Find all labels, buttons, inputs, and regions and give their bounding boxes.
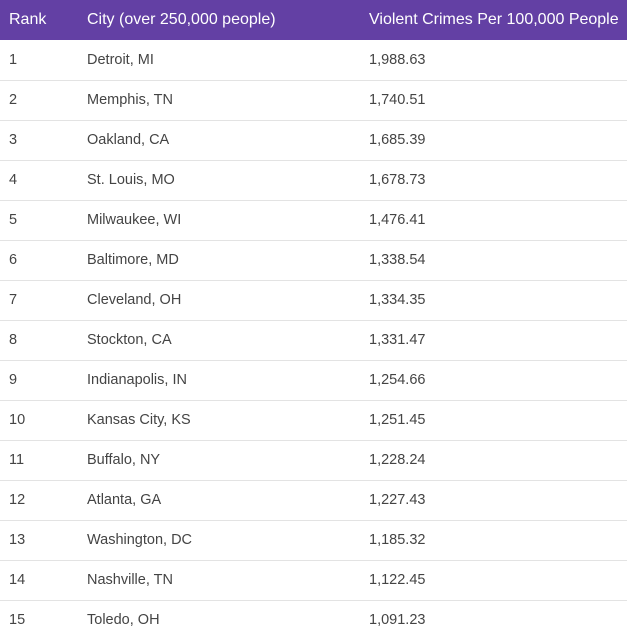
city-cell: Nashville, TN bbox=[87, 572, 173, 588]
city-cell: Cleveland, OH bbox=[87, 292, 182, 308]
table-row: 12 Atlanta, GA 1,227.43 bbox=[0, 480, 627, 520]
city-cell: Atlanta, GA bbox=[87, 492, 162, 508]
rank-cell: 15 bbox=[9, 612, 26, 629]
city-cell: Stockton, CA bbox=[87, 332, 172, 348]
rank-cell: 14 bbox=[9, 572, 26, 588]
city-cell: Milwaukee, WI bbox=[87, 212, 182, 228]
city-cell: St. Louis, MO bbox=[87, 172, 175, 188]
crime-rate-cell: 1,091.23 bbox=[369, 612, 426, 629]
table-row: 14 Nashville, TN 1,122.45 bbox=[0, 560, 627, 600]
table-row: 3 Oakland, CA 1,685.39 bbox=[0, 120, 627, 160]
rank-cell: 10 bbox=[9, 412, 26, 428]
city-cell: Washington, DC bbox=[87, 532, 193, 548]
table-row: 7 Cleveland, OH 1,334.35 bbox=[0, 280, 627, 320]
rank-cell: 3 bbox=[9, 132, 18, 148]
rank-cell: 6 bbox=[9, 252, 18, 268]
table-row: 1 Detroit, MI 1,988.63 bbox=[0, 40, 627, 80]
crime-rate-cell: 1,228.24 bbox=[369, 452, 426, 468]
city-cell: Baltimore, MD bbox=[87, 252, 179, 268]
table-row: 6 Baltimore, MD 1,338.54 bbox=[0, 240, 627, 280]
rank-cell: 12 bbox=[9, 492, 26, 508]
crime-rate-cell: 1,334.35 bbox=[369, 292, 426, 308]
crime-rate-cell: 1,338.54 bbox=[369, 252, 426, 268]
city-cell: Kansas City, KS bbox=[87, 412, 191, 428]
rank-cell: 8 bbox=[9, 332, 18, 348]
crime-rate-cell: 1,331.47 bbox=[369, 332, 426, 348]
city-cell: Memphis, TN bbox=[87, 92, 173, 108]
rank-cell: 7 bbox=[9, 292, 18, 308]
city-cell: Toledo, OH bbox=[87, 612, 160, 629]
crime-rate-cell: 1,122.45 bbox=[369, 572, 426, 588]
crime-rate-cell: 1,227.43 bbox=[369, 492, 426, 508]
crime-rate-cell: 1,476.41 bbox=[369, 212, 426, 228]
table-row: 15 Toledo, OH 1,091.23 bbox=[0, 600, 627, 640]
table-row: 11 Buffalo, NY 1,228.24 bbox=[0, 440, 627, 480]
rank-cell: 2 bbox=[9, 92, 18, 108]
table-row: 9 Indianapolis, IN 1,254.66 bbox=[0, 360, 627, 400]
rank-cell: 4 bbox=[9, 172, 18, 188]
crime-rate-cell: 1,988.63 bbox=[369, 51, 426, 68]
table-row: 5 Milwaukee, WI 1,476.41 bbox=[0, 200, 627, 240]
header-row: Rank City (over 250,000 people) Violent … bbox=[0, 0, 627, 40]
header-city: City (over 250,000 people) bbox=[87, 11, 276, 28]
rank-cell: 11 bbox=[9, 452, 25, 468]
city-cell: Indianapolis, IN bbox=[87, 372, 187, 388]
crime-rate-cell: 1,678.73 bbox=[369, 172, 426, 188]
rank-cell: 13 bbox=[9, 532, 26, 548]
table-row: 8 Stockton, CA 1,331.47 bbox=[0, 320, 627, 360]
crime-rate-cell: 1,740.51 bbox=[369, 92, 426, 108]
rank-cell: 5 bbox=[9, 212, 18, 228]
crime-rate-cell: 1,185.32 bbox=[369, 532, 426, 548]
crime-rate-cell: 1,685.39 bbox=[369, 132, 426, 148]
crime-rate-cell: 1,254.66 bbox=[369, 372, 426, 388]
table-row: 10 Kansas City, KS 1,251.45 bbox=[0, 400, 627, 440]
table-row: 13 Washington, DC 1,185.32 bbox=[0, 520, 627, 560]
city-cell: Buffalo, NY bbox=[87, 452, 161, 468]
rank-cell: 1 bbox=[9, 51, 18, 68]
city-cell: Oakland, CA bbox=[87, 132, 170, 148]
city-cell: Detroit, MI bbox=[87, 51, 154, 68]
table-body: 1 Detroit, MI 1,988.63 2 Memphis, TN 1,740.51… bbox=[0, 40, 627, 640]
header-rank: Rank bbox=[9, 11, 47, 28]
table-header: Rank City (over 250,000 people) Violent … bbox=[0, 0, 627, 40]
rank-cell: 9 bbox=[9, 372, 18, 388]
table-row: 4 St. Louis, MO 1,678.73 bbox=[0, 160, 627, 200]
table-row: 2 Memphis, TN 1,740.51 bbox=[0, 80, 627, 120]
crime-rate-cell: 1,251.45 bbox=[369, 412, 426, 428]
header-violent-crimes: Violent Crimes Per 100,000 People bbox=[369, 11, 619, 28]
